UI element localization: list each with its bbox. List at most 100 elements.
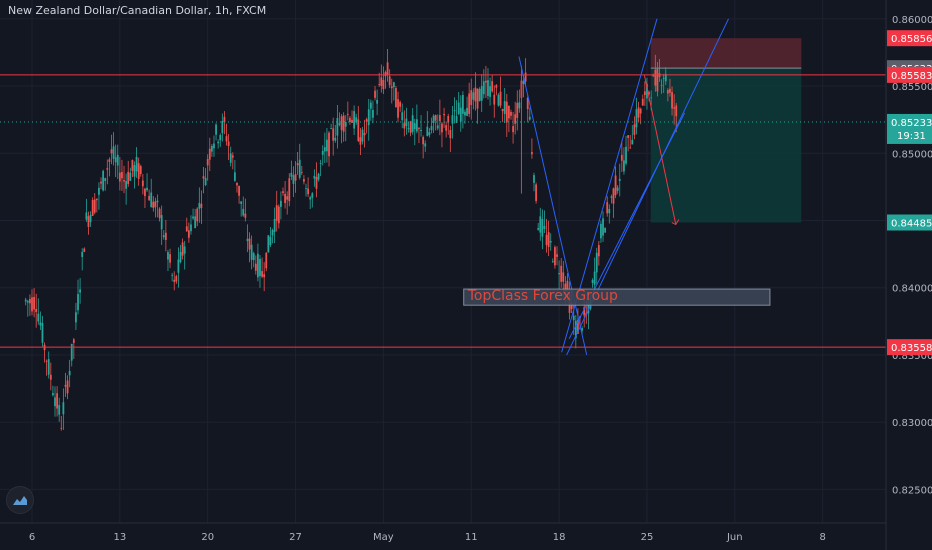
candle-body <box>474 87 477 102</box>
candle-body <box>64 384 67 387</box>
candle-body <box>100 181 102 184</box>
candle-body <box>259 258 261 277</box>
candle-body <box>319 162 322 164</box>
candle-body <box>244 213 247 218</box>
candle-body <box>600 223 602 239</box>
candle-body <box>62 402 65 415</box>
price-tick-label: 0.85000 <box>892 149 932 160</box>
candle-body <box>382 79 385 90</box>
candle-body <box>87 216 90 227</box>
tradingview-logo-icon[interactable] <box>6 486 34 514</box>
candle-body <box>604 227 607 233</box>
candle-body <box>388 76 391 86</box>
candle-body <box>240 201 243 204</box>
candle-body <box>79 289 82 293</box>
candle-body <box>545 234 548 246</box>
candle-body <box>403 122 406 129</box>
current-price-tag: 0.85233 <box>891 118 932 129</box>
candle-body <box>326 139 328 152</box>
candle-body <box>353 111 356 129</box>
candle-body <box>56 393 58 409</box>
candle-body <box>549 240 552 243</box>
candle-body <box>522 80 525 84</box>
candle-body <box>372 109 374 118</box>
candle-body <box>510 111 512 116</box>
candle-body <box>484 80 487 83</box>
candle-body <box>455 116 458 123</box>
candle-body <box>267 235 270 253</box>
candle-body <box>478 88 481 102</box>
candle-body <box>369 102 372 109</box>
candle-body <box>294 174 297 181</box>
candle-body <box>179 252 182 263</box>
candle-body <box>566 280 569 290</box>
candle-body <box>26 301 29 303</box>
candle-body <box>487 80 489 96</box>
candle-body <box>261 271 263 277</box>
candle-body <box>610 196 613 198</box>
candle-body <box>514 114 517 124</box>
price-tick-label: 0.84000 <box>892 284 932 295</box>
candle-body <box>162 235 165 238</box>
candle-body <box>432 115 435 123</box>
candle-body <box>123 180 125 182</box>
candle-body <box>361 129 364 142</box>
candle-body <box>24 299 27 302</box>
candle-body <box>459 107 462 122</box>
candle-body <box>303 179 305 182</box>
candle-body <box>192 216 194 219</box>
candle-body <box>503 101 506 114</box>
candle-body <box>512 126 514 133</box>
candle-body <box>466 107 468 116</box>
candle-body <box>229 153 232 163</box>
candle-body <box>595 252 598 273</box>
candle-body <box>133 165 136 177</box>
candle-body <box>401 112 404 121</box>
candle-body <box>204 178 207 186</box>
candle-body <box>298 159 301 178</box>
candle-body <box>451 115 454 124</box>
candle-body <box>623 160 625 172</box>
candle-body <box>265 252 268 269</box>
candle-body <box>154 201 157 208</box>
candle-body <box>160 215 163 230</box>
candle-body <box>537 227 540 230</box>
candle-body <box>187 230 190 238</box>
candle-body <box>499 91 502 106</box>
candle-body <box>533 175 535 183</box>
candle-body <box>390 86 393 89</box>
candle-body <box>349 117 351 123</box>
candle-body <box>570 302 573 310</box>
resistance-price-tag-bg <box>887 66 932 83</box>
target-price-tag: 0.84485 <box>891 219 932 230</box>
candle-body <box>137 163 140 179</box>
candle-body <box>556 254 558 257</box>
candle-body <box>313 175 316 179</box>
candle-body <box>52 392 54 396</box>
candle-body <box>217 141 220 144</box>
candle-body <box>215 124 217 135</box>
candle-body <box>616 187 619 191</box>
price-tick-label: 0.83500 <box>892 351 932 362</box>
candle-body <box>49 374 52 380</box>
candle-body <box>482 81 485 95</box>
candle-body <box>493 94 496 105</box>
symbol-title: New Zealand Dollar/Canadian Dollar, 1h, … <box>8 4 267 17</box>
candle-body <box>625 146 627 164</box>
resistance-price-tag: 0.85583 <box>891 71 932 82</box>
candle-body <box>68 370 71 376</box>
candle-body <box>380 77 383 86</box>
candle-body <box>489 86 491 97</box>
candle-body <box>85 212 88 220</box>
candle-body <box>183 246 186 254</box>
candle-body <box>577 319 579 334</box>
candle-body <box>355 117 358 123</box>
candle-body <box>464 111 466 116</box>
candle-body <box>177 259 180 273</box>
candle-body <box>418 128 420 129</box>
candle-body <box>445 125 448 131</box>
candle-body <box>332 128 335 141</box>
candle-body <box>131 160 134 171</box>
